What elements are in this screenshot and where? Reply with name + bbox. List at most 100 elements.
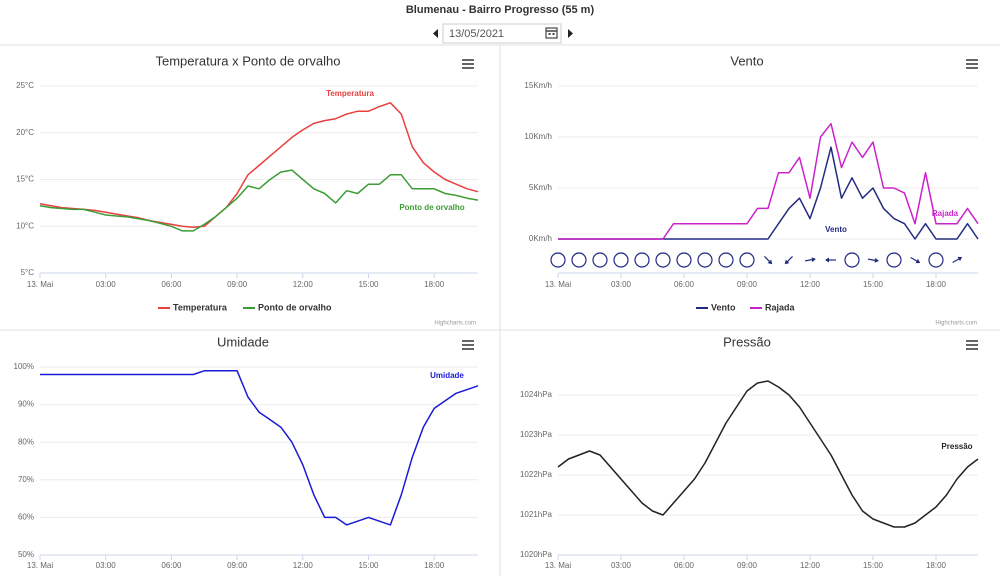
legend-label[interactable]: Ponto de orvalho — [258, 302, 332, 312]
arrow-head — [825, 257, 829, 263]
credits[interactable]: Highcharts.com — [434, 321, 476, 327]
x-tick-label: 06:00 — [161, 561, 182, 570]
page-title: Blumenau - Bairro Progresso (55 m) — [406, 4, 595, 16]
arrow-head — [784, 259, 790, 265]
calendar-icon[interactable] — [545, 27, 558, 39]
menu-button[interactable] — [966, 59, 978, 69]
y-tick-label: 50% — [18, 550, 34, 559]
calm-marker — [697, 252, 713, 268]
series-label: Vento — [825, 225, 847, 234]
arrow-head — [811, 257, 816, 263]
x-tick-label: 13. Mai — [27, 561, 53, 570]
arrow-head — [957, 256, 963, 262]
x-tick-label: 09:00 — [737, 280, 758, 289]
menu-bar — [462, 63, 474, 65]
y-tick-label: 5Km/h — [529, 183, 552, 192]
wind-arrow — [784, 256, 793, 265]
menu-bar — [462, 340, 474, 342]
menu-bar — [966, 59, 978, 61]
legend-label[interactable]: Rajada — [765, 302, 796, 312]
y-tick-label: 15Km/h — [524, 81, 552, 90]
series-line — [557, 380, 979, 528]
calm-marker — [655, 252, 671, 268]
calm-marker — [739, 252, 755, 268]
chart-title: Temperatura x Ponto de orvalho — [156, 53, 341, 68]
y-tick-label: 15°C — [16, 175, 34, 184]
prev-day[interactable] — [433, 29, 438, 38]
arrow-head — [915, 258, 921, 264]
x-tick-label: 15:00 — [358, 280, 379, 289]
x-tick-label: 15:00 — [863, 280, 884, 289]
chart-title: Umidade — [217, 334, 269, 349]
x-tick-label: 15:00 — [863, 561, 884, 570]
y-tick-label: 100% — [14, 362, 34, 371]
calm-marker — [571, 252, 587, 268]
arrow-head — [874, 257, 879, 263]
x-tick-label: 12:00 — [293, 280, 314, 289]
menu-bar — [966, 67, 978, 69]
x-tick-label: 03:00 — [96, 280, 117, 289]
next-day[interactable] — [568, 29, 573, 38]
x-tick-label: 06:00 — [674, 561, 695, 570]
series-label: Umidade — [430, 371, 464, 380]
y-tick-label: 1021hPa — [520, 510, 553, 519]
calm-marker — [928, 252, 944, 268]
menu-bar — [966, 348, 978, 350]
y-tick-label: 80% — [18, 437, 34, 446]
calm-marker — [592, 252, 608, 268]
x-tick-label: 03:00 — [611, 561, 632, 570]
x-tick-label: 18:00 — [926, 561, 947, 570]
legend-label[interactable]: Vento — [711, 302, 736, 312]
menu-bar — [462, 348, 474, 350]
menu-button[interactable] — [966, 340, 978, 350]
calm-marker — [676, 252, 692, 268]
series-line — [39, 102, 479, 228]
calm-marker — [550, 252, 566, 268]
x-tick-label: 18:00 — [424, 561, 445, 570]
series-label: Ponto de orvalho — [399, 203, 464, 212]
y-tick-label: 25°C — [16, 81, 34, 90]
menu-bar — [966, 63, 978, 65]
calm-marker — [886, 252, 902, 268]
menu-bar — [966, 344, 978, 346]
x-tick-label: 13. Mai — [27, 280, 53, 289]
series-line — [39, 169, 479, 232]
calm-marker — [844, 252, 860, 268]
x-tick-label: 13. Mai — [545, 561, 571, 570]
x-tick-label: 06:00 — [161, 280, 182, 289]
menu-bar — [966, 340, 978, 342]
y-tick-label: 5°C — [21, 268, 35, 277]
credits[interactable]: Highcharts.com — [935, 321, 977, 327]
arrow-head — [767, 259, 773, 265]
x-tick-label: 03:00 — [96, 561, 117, 570]
y-tick-label: 90% — [18, 400, 34, 409]
x-tick-label: 12:00 — [800, 561, 821, 570]
date-value: 13/05/2021 — [449, 28, 504, 40]
y-tick-label: 1023hPa — [520, 430, 553, 439]
calm-marker — [718, 252, 734, 268]
series-label: Pressão — [941, 442, 972, 451]
x-tick-label: 15:00 — [358, 561, 379, 570]
menu-button[interactable] — [462, 340, 474, 350]
y-tick-label: 1020hPa — [520, 550, 553, 559]
series-line — [40, 370, 479, 526]
y-tick-label: 10°C — [16, 221, 34, 230]
legend-label[interactable]: Temperatura — [173, 302, 228, 312]
x-tick-label: 12:00 — [800, 280, 821, 289]
series-line — [558, 122, 979, 240]
date-input[interactable] — [442, 23, 562, 44]
y-tick-label: 10Km/h — [524, 132, 552, 141]
menu-button[interactable] — [462, 59, 474, 69]
x-tick-label: 06:00 — [674, 280, 695, 289]
y-tick-label: 1024hPa — [520, 390, 553, 399]
wind-arrow — [804, 257, 816, 263]
x-tick-label: 12:00 — [293, 561, 314, 570]
series-line — [558, 146, 979, 240]
series-label: Rajada — [932, 209, 959, 218]
menu-bar — [462, 344, 474, 346]
y-tick-label: 1022hPa — [520, 470, 553, 479]
calm-marker — [634, 252, 650, 268]
menu-bar — [462, 59, 474, 61]
